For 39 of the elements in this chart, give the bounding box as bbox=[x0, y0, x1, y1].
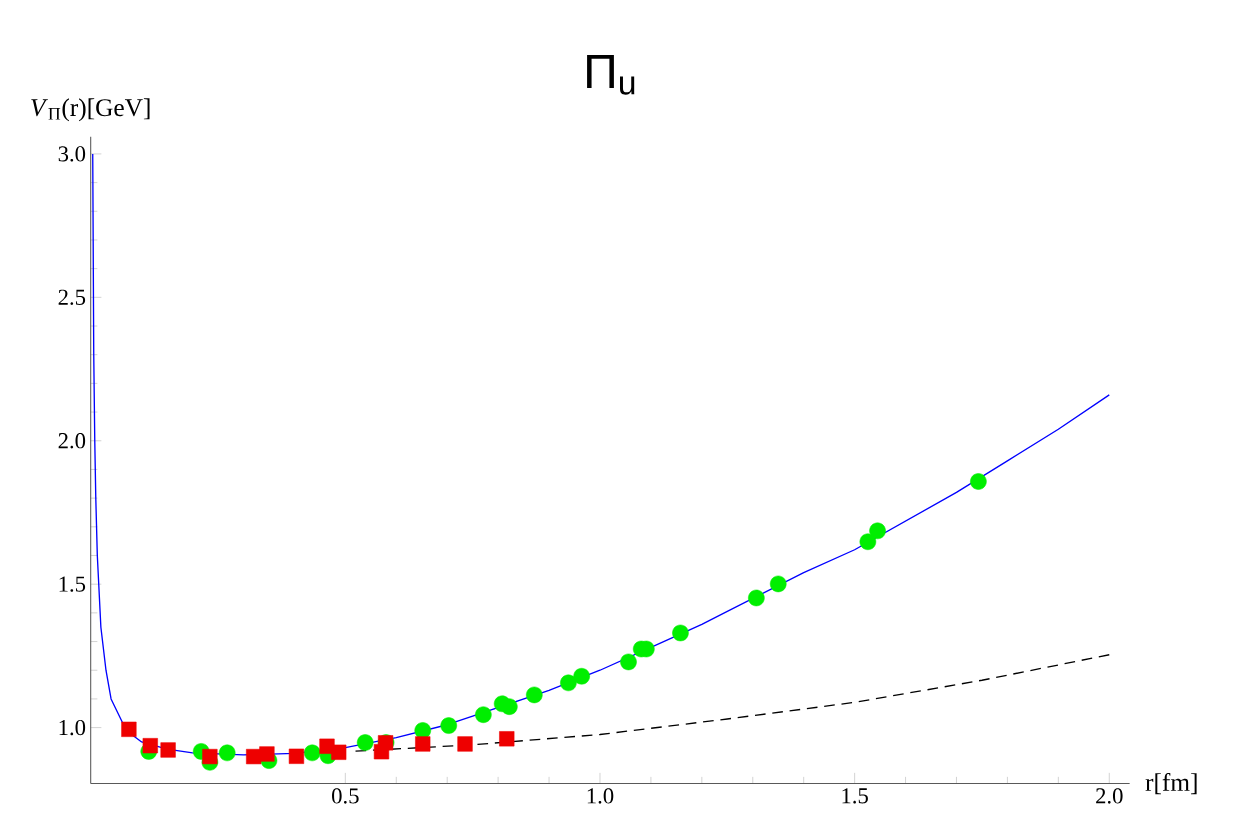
point bbox=[748, 589, 765, 607]
point bbox=[457, 736, 473, 752]
point bbox=[526, 686, 543, 704]
point bbox=[475, 706, 492, 723]
point bbox=[303, 744, 321, 762]
chart-title: Π$_{u}$ bbox=[587, 54, 635, 95]
y-tick-label: 2.0 bbox=[58, 432, 86, 449]
y-tick-label: 3.0 bbox=[58, 146, 86, 162]
point bbox=[859, 533, 877, 550]
point bbox=[142, 737, 158, 754]
x-tick-label: 1.5 bbox=[842, 788, 868, 804]
x-tick-label: 2.0 bbox=[1096, 788, 1123, 804]
y-axis-title: V$_{Π}$(r)[GeV] bbox=[31, 98, 150, 122]
point bbox=[202, 748, 218, 765]
point bbox=[218, 744, 236, 762]
point bbox=[769, 575, 787, 593]
point bbox=[970, 473, 987, 490]
point bbox=[560, 674, 577, 692]
point bbox=[499, 731, 515, 747]
point bbox=[672, 624, 689, 642]
point bbox=[121, 721, 137, 737]
point bbox=[331, 744, 347, 760]
point bbox=[869, 522, 886, 539]
point bbox=[573, 667, 590, 685]
point bbox=[356, 734, 374, 751]
line-series bbox=[354, 653, 1110, 752]
y-tick-label: 1.5 bbox=[59, 576, 86, 592]
x-tick-label: 0.5 bbox=[332, 788, 359, 804]
point bbox=[160, 742, 176, 758]
x-tick-label: 1.0 bbox=[587, 788, 614, 804]
y-tick-label: 2.5 bbox=[58, 289, 86, 305]
x-axis-title: r[fm] bbox=[1145, 772, 1197, 795]
y-tick-label: 1.0 bbox=[59, 719, 86, 736]
point bbox=[288, 748, 305, 764]
point bbox=[501, 698, 518, 715]
point bbox=[415, 736, 431, 752]
point bbox=[620, 653, 637, 671]
point bbox=[259, 746, 275, 762]
point bbox=[440, 717, 457, 734]
